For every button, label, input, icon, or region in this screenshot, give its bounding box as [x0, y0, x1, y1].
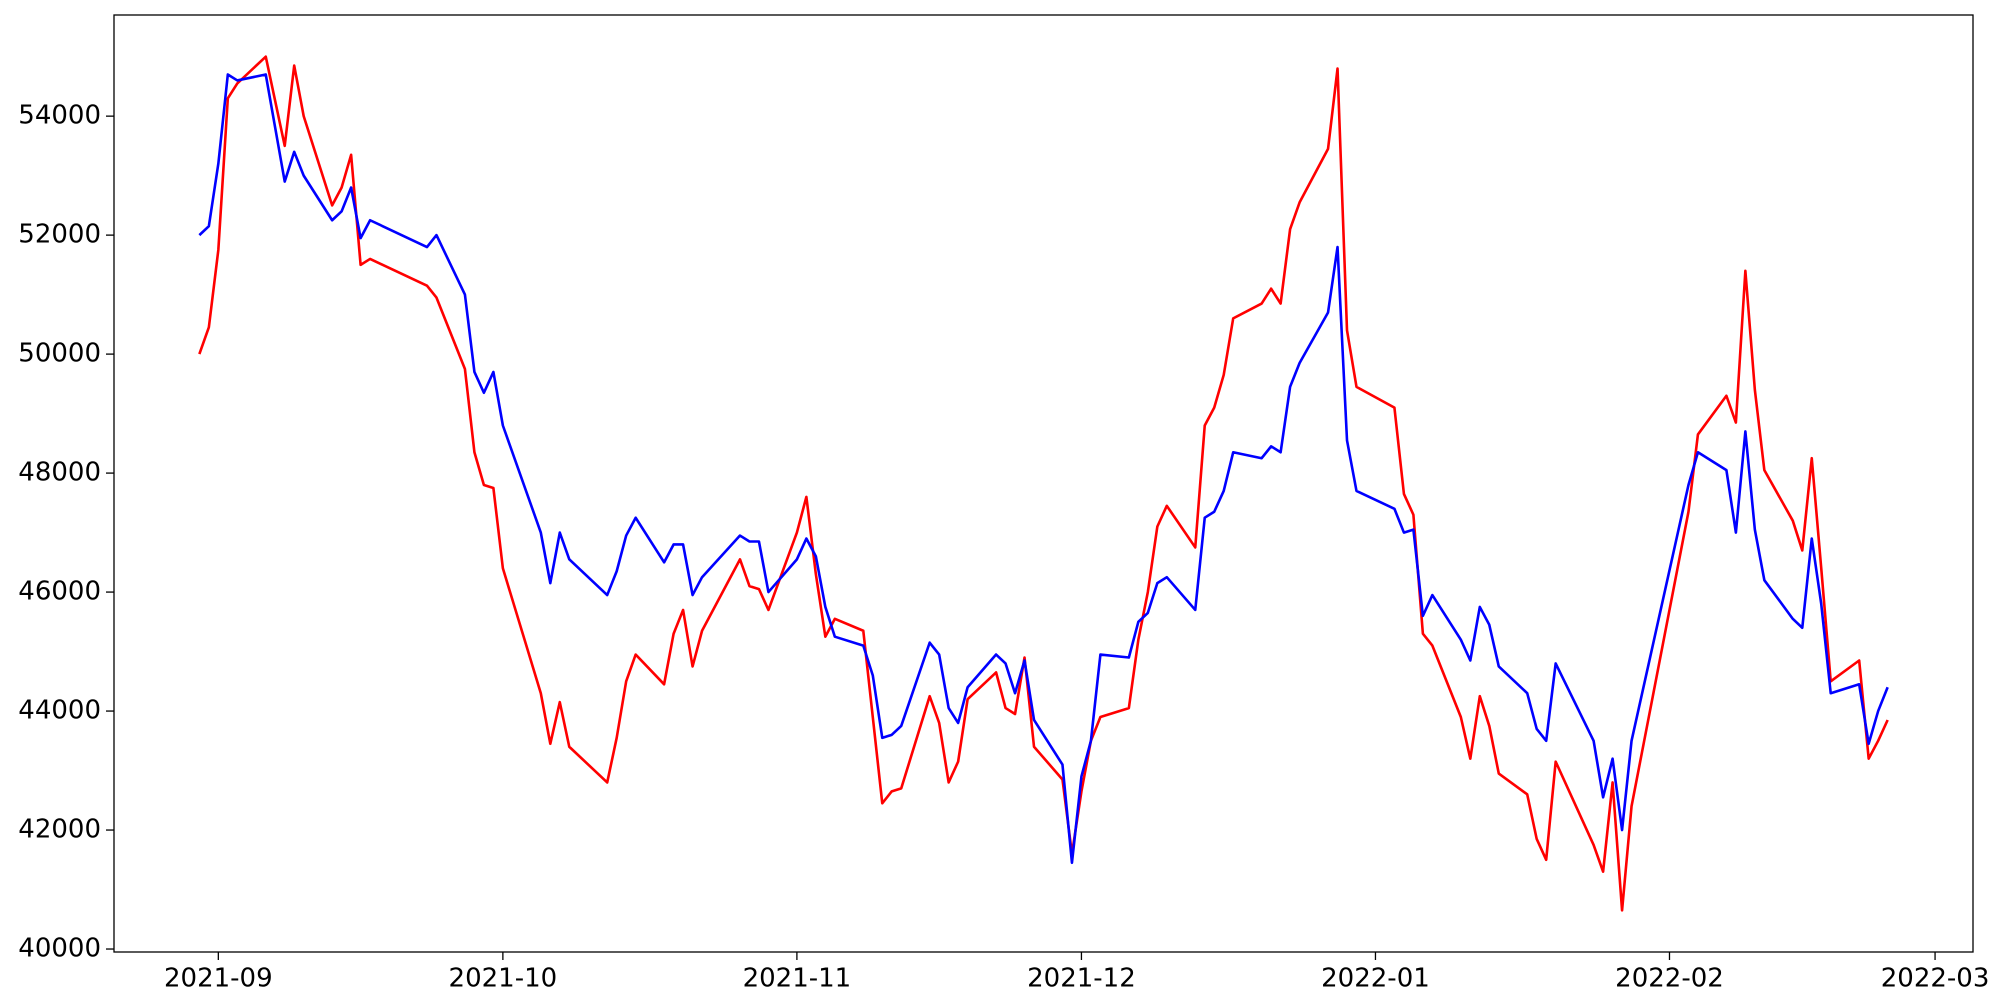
x-tick-label: 2021-11: [743, 964, 852, 994]
data-line: [198, 55, 1889, 912]
y-tick-label: 54000: [18, 101, 101, 131]
y-tick-label: 46000: [18, 577, 101, 607]
x-tick-label: 2021-09: [164, 964, 273, 994]
x-tick-label: 2021-10: [449, 964, 558, 994]
x-tick-label: 2022-03: [1881, 964, 1990, 994]
x-tick-label: 2022-01: [1321, 964, 1430, 994]
x-tick-label: 2021-12: [1027, 964, 1136, 994]
data-line: [198, 73, 1889, 865]
x-tick-label: 2022-02: [1615, 964, 1724, 994]
plot-frame: [113, 14, 1974, 953]
y-tick-label: 40000: [18, 934, 101, 964]
y-tick-label: 50000: [18, 339, 101, 369]
y-tick-label: 44000: [18, 696, 101, 726]
y-tick-label: 42000: [18, 815, 101, 845]
y-tick-label: 52000: [18, 220, 101, 250]
y-tick-label: 48000: [18, 458, 101, 488]
